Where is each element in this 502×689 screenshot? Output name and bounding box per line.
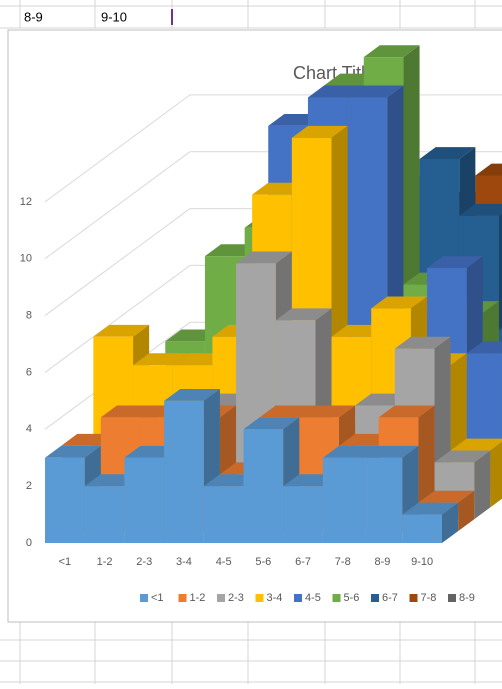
y-tick-label: 12	[20, 196, 32, 208]
x-tick-label: 4-5	[216, 556, 232, 568]
bar-top	[371, 296, 428, 309]
bar-top	[291, 125, 348, 138]
bar-top	[243, 417, 300, 430]
x-tick-label: <1	[59, 556, 72, 568]
bar-top	[418, 490, 475, 503]
bar-top	[450, 438, 502, 451]
legend-swatch	[178, 594, 187, 602]
grid-line	[44, 151, 191, 260]
bar-front	[322, 457, 363, 543]
cell: 9-10	[101, 9, 127, 24]
bar-top	[347, 85, 404, 98]
legend-swatch	[294, 594, 302, 602]
bar-top	[307, 85, 364, 98]
y-tick-label: 2	[26, 480, 32, 492]
bar-top	[259, 405, 316, 418]
bar-top	[466, 341, 502, 354]
legend-swatch	[371, 594, 379, 602]
bar-top	[236, 251, 292, 264]
bar-side	[458, 490, 475, 532]
bar-side	[490, 441, 502, 508]
x-tick-label: 1-2	[97, 556, 113, 568]
y-tick-label: 0	[26, 537, 32, 549]
bar	[402, 502, 459, 543]
legend-swatch	[332, 594, 341, 602]
bar-top	[322, 445, 379, 458]
bar-front	[45, 457, 85, 543]
x-tick-label: 7-8	[335, 556, 351, 568]
bar-top	[378, 405, 435, 418]
x-tick-label: 5-6	[255, 556, 271, 568]
y-tick-label: 10	[20, 253, 32, 265]
legend-swatch	[217, 594, 225, 602]
bar-side	[442, 502, 459, 543]
bar-front	[84, 486, 125, 543]
bar-top	[402, 502, 459, 515]
x-tick-label: 8-9	[374, 556, 390, 568]
legend-label: 6-7	[382, 592, 398, 604]
bar-top	[394, 336, 451, 349]
bar-top	[363, 45, 420, 58]
plot: 0 2 4 6 8 10 12 <1 1-2 2-3 3-4 4-5 5-6 6-7 7-8 8-9 9-10 <…	[20, 45, 502, 604]
bar-top	[133, 353, 189, 366]
bar-top	[498, 327, 502, 330]
bar-side	[474, 450, 491, 520]
legend-swatch	[255, 594, 264, 602]
bar-front	[164, 400, 204, 543]
bar-top	[419, 147, 476, 159]
bar-top	[299, 405, 356, 418]
grid-line	[44, 265, 191, 373]
bar-front	[124, 457, 165, 543]
legend-label: 3-4	[267, 592, 283, 604]
bar-front	[203, 486, 244, 543]
legend-swatch	[140, 594, 148, 602]
grid-line	[44, 94, 191, 203]
legend-swatch	[409, 594, 418, 602]
x-tick-label: 9-10	[411, 556, 433, 568]
bar-front	[243, 429, 284, 543]
grid-line	[44, 208, 191, 316]
bar-front	[362, 457, 403, 543]
bar-top	[93, 324, 150, 337]
x-tick-label: 6-7	[295, 556, 311, 568]
legend-label: 8-9	[459, 592, 475, 604]
bar-top	[459, 203, 502, 216]
bar-top	[362, 445, 419, 458]
legend-swatch	[448, 594, 456, 602]
legend-label: 1-2	[190, 592, 206, 604]
y-tick-label: 6	[26, 366, 32, 378]
x-tick-label: 3-4	[176, 556, 192, 568]
legend-label: 5-6	[344, 592, 360, 604]
legend-label: 7-8	[421, 592, 437, 604]
bar-top	[164, 388, 220, 401]
bar-front	[402, 514, 442, 543]
bar-top	[475, 163, 502, 176]
bar-top	[100, 405, 157, 418]
legend-label: 4-5	[305, 592, 321, 604]
cell: 8-9	[24, 9, 43, 24]
bar-top	[427, 256, 483, 269]
bar-top	[45, 445, 101, 458]
y-tick-label: 4	[26, 423, 32, 435]
bar-top	[275, 308, 332, 321]
legend-label: <1	[151, 592, 164, 604]
legend-label: 2-3	[228, 592, 244, 604]
bar-top	[434, 450, 491, 463]
bar-front	[283, 486, 323, 543]
y-tick-label: 8	[26, 309, 32, 321]
x-tick-label: 2-3	[136, 556, 152, 568]
